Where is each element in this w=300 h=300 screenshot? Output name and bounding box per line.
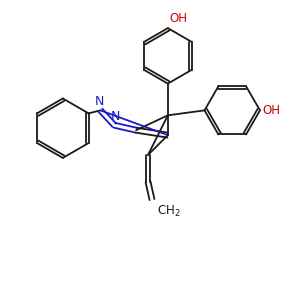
Text: N: N (111, 110, 120, 123)
Text: OH: OH (170, 12, 188, 25)
Text: N: N (95, 95, 104, 108)
Text: CH$_2$: CH$_2$ (157, 203, 181, 219)
Text: OH: OH (262, 104, 280, 117)
